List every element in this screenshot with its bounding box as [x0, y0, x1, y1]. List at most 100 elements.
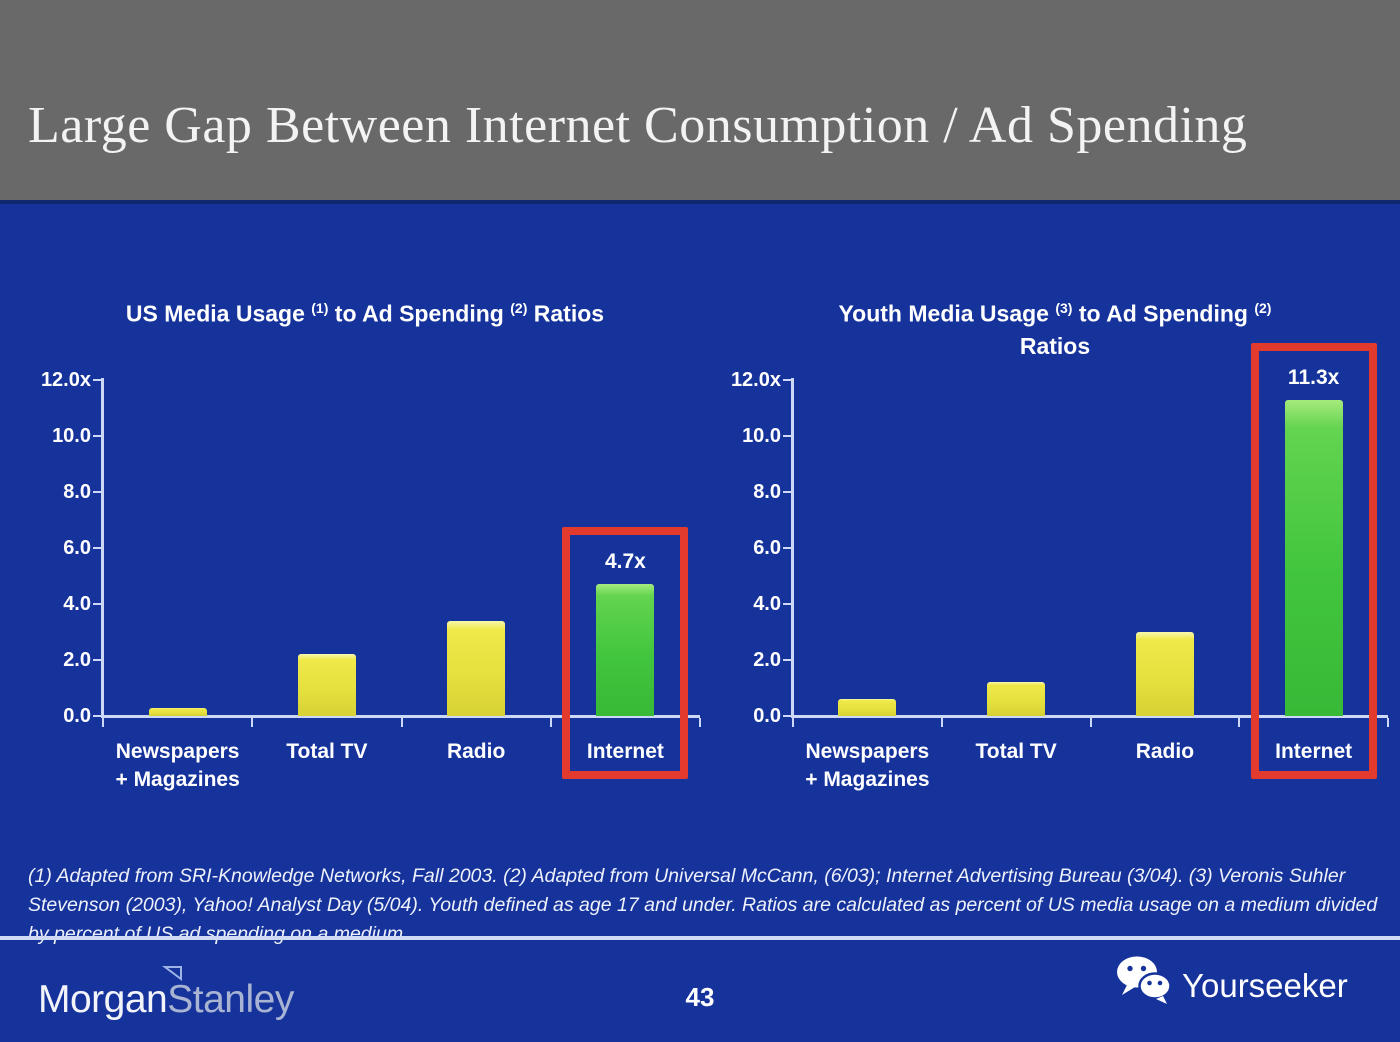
x-axis-line — [793, 715, 1388, 718]
y-axis-label: 0.0 — [63, 705, 91, 727]
x-label-line: Total TV — [286, 740, 368, 763]
x-axis-line — [103, 715, 700, 718]
y-axis-label: 4.0 — [753, 593, 781, 615]
y-axis-label: 10.0 — [52, 425, 91, 447]
y-axis-label: 8.0 — [753, 481, 781, 503]
highlight-box-internet — [562, 527, 689, 779]
footnote-line: by percent of US ad spending on a medium… — [28, 923, 409, 945]
slide-title: Large Gap Between Internet Consumption /… — [28, 97, 1248, 154]
slide-header-band: Large Gap Between Internet Consumption /… — [0, 0, 1400, 203]
x-label-line: Radio — [1135, 740, 1195, 763]
bar-radio — [447, 621, 506, 716]
y-axis-line — [791, 378, 794, 718]
x-label-total-tv: Total TV — [237, 738, 417, 766]
y-axis-tick — [783, 491, 792, 493]
brand-text-morgan: Morgan — [38, 978, 168, 1021]
x-axis-tick — [400, 718, 403, 727]
footnote-ref: (1) — [311, 300, 329, 316]
x-label-internet: Internet — [535, 738, 715, 766]
y-axis-tick — [93, 491, 102, 493]
bar-internet — [596, 584, 655, 716]
bar-total-tv — [297, 654, 356, 716]
x-axis-tick — [1089, 718, 1092, 727]
footer-divider — [0, 936, 1400, 940]
highlight-box-internet — [1250, 343, 1377, 779]
x-axis-tick — [1238, 718, 1241, 727]
pennant-icon — [162, 966, 182, 981]
y-axis-tick — [783, 715, 792, 717]
x-label-line: Internet — [1275, 740, 1353, 763]
value-label-internet: 4.7x — [604, 550, 646, 573]
y-axis-label: 4.0 — [63, 593, 91, 615]
bar-total-tv — [987, 682, 1046, 716]
morgan-stanley-logo: MorganStanley — [38, 966, 294, 1022]
y-axis-label: 6.0 — [63, 537, 91, 559]
x-axis-tick — [102, 718, 104, 727]
y-axis-tick — [783, 603, 792, 605]
yourseeker-watermark: Yourseeker — [1116, 955, 1348, 1010]
chart-title-text: Ratios — [533, 300, 605, 327]
y-axis-tick — [783, 379, 792, 381]
bar-newspapers-magazines — [148, 708, 207, 716]
x-label-newspapers-magazines: Newspapers + Magazines — [777, 738, 957, 794]
x-label-line: + Magazines — [805, 768, 930, 791]
x-label-line: Radio — [446, 740, 506, 763]
footnote-ref: (2) — [510, 300, 528, 316]
y-axis-tick — [93, 659, 102, 661]
y-axis-label: 2.0 — [753, 649, 781, 671]
footnote-line: (1) Adapted from SRI-Knowledge Networks,… — [28, 865, 1346, 887]
y-axis-tick — [783, 659, 792, 661]
chart-title-text: to Ad Spending — [334, 300, 504, 327]
y-axis-tick — [93, 379, 102, 381]
x-label-radio: Radio — [386, 738, 566, 766]
x-label-radio: Radio — [1075, 738, 1255, 766]
y-axis-tick — [93, 715, 102, 717]
y-axis-label: 12.0x — [730, 369, 781, 391]
chart-title-text: Youth Media Usage — [838, 300, 1049, 327]
x-axis-tick — [792, 718, 794, 727]
y-axis-tick — [93, 435, 102, 437]
x-axis-tick — [251, 718, 254, 727]
y-axis-label: 10.0 — [742, 425, 781, 447]
chart-title-text: to Ad Spending — [1078, 300, 1248, 327]
header-divider — [0, 200, 1400, 204]
footnote-ref: (3) — [1055, 300, 1073, 316]
value-label-internet: 11.3x — [1287, 366, 1340, 389]
chart-title-youth: Youth Media Usage (3) to Ad Spending (2)… — [725, 292, 1385, 362]
footnote-ref: (2) — [1254, 300, 1272, 316]
x-axis-tick — [940, 718, 943, 727]
brand-text-stanley: Stanley — [167, 978, 294, 1021]
footnote-line: Stevenson (2003), Yahoo! Analyst Day (5/… — [28, 894, 1378, 916]
watermark-text: Yourseeker — [1182, 967, 1348, 1004]
x-label-newspapers-magazines: Newspapers + Magazines — [88, 738, 268, 794]
x-label-line: Internet — [586, 740, 664, 763]
chart-title-line2: Ratios — [1019, 332, 1091, 359]
x-label-line: Newspapers — [805, 740, 930, 763]
x-axis-tick — [1387, 718, 1389, 727]
x-label-internet: Internet — [1224, 738, 1400, 766]
y-axis-tick — [783, 435, 792, 437]
x-axis-tick — [549, 718, 552, 727]
chart-title-us: US Media Usage (1) to Ad Spending (2) Ra… — [35, 292, 695, 330]
y-axis-label: 0.0 — [753, 705, 781, 727]
page-number: 43 — [685, 982, 715, 1012]
bar-internet — [1284, 400, 1343, 716]
y-axis-tick — [783, 547, 792, 549]
x-label-total-tv: Total TV — [926, 738, 1106, 766]
y-axis-tick — [93, 603, 102, 605]
y-axis-label: 12.0x — [40, 369, 91, 391]
x-axis-tick — [699, 718, 701, 727]
bar-newspapers-magazines — [838, 699, 897, 716]
y-axis-line — [101, 378, 104, 718]
y-axis-label: 6.0 — [753, 537, 781, 559]
wechat-icon — [1117, 956, 1172, 1004]
x-label-line: Newspapers — [115, 740, 240, 763]
y-axis-label: 2.0 — [63, 649, 91, 671]
chart-title-text: US Media Usage — [125, 300, 305, 327]
y-axis-label: 8.0 — [63, 481, 91, 503]
x-label-line: + Magazines — [115, 768, 240, 791]
bar-radio — [1135, 632, 1194, 716]
y-axis-tick — [93, 547, 102, 549]
x-label-line: Total TV — [975, 740, 1057, 763]
